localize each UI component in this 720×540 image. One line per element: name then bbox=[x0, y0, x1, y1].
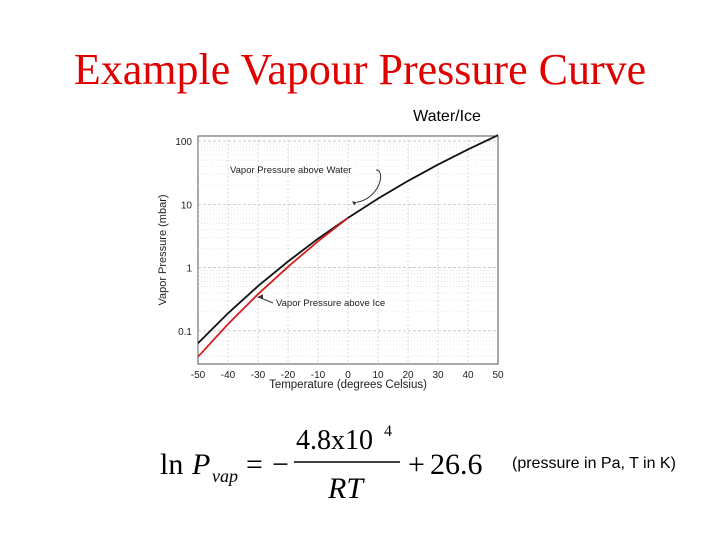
annotation-arrow bbox=[352, 201, 357, 206]
formula-subscript: vap bbox=[212, 466, 238, 486]
formula-numerator: 4.8x10 bbox=[296, 425, 373, 456]
x-tick-label: 10 bbox=[372, 370, 384, 381]
x-tick-label: 30 bbox=[432, 370, 444, 381]
y-tick-label: 10 bbox=[181, 200, 193, 211]
vapour-pressure-chart: -50 -40 -30 -20 -10 0 10 20 30 40 50 0.1 1 10 100 Vapo… bbox=[157, 134, 504, 391]
slide-title: Example Vapour Pressure Curve bbox=[73, 45, 647, 94]
formula-equals: = bbox=[246, 448, 263, 481]
x-tick-label: -20 bbox=[281, 370, 296, 381]
annotations: Vapor Pressure above Water Vapor Pressure… bbox=[230, 165, 385, 309]
formula-denominator: RT bbox=[327, 472, 365, 505]
formula-exponent: 4 bbox=[384, 423, 392, 440]
x-tick-label: 20 bbox=[402, 370, 414, 381]
x-tick-label: -40 bbox=[221, 370, 236, 381]
formula-plus: + bbox=[408, 448, 425, 481]
formula-p: P bbox=[191, 448, 210, 481]
chart-caption: Water/Ice bbox=[413, 108, 481, 125]
annotation-label: Vapor Pressure above Ice bbox=[276, 298, 385, 309]
x-tick-label: -50 bbox=[191, 370, 206, 381]
annotation-label: Vapor Pressure above Water bbox=[230, 165, 351, 176]
x-tick-label: 40 bbox=[462, 370, 474, 381]
formula-minus: − bbox=[272, 448, 289, 481]
annotation-leader bbox=[356, 169, 381, 203]
ticks: -50 -40 -30 -20 -10 0 10 20 30 40 50 0.1 1 10 100 bbox=[175, 137, 504, 381]
x-tick-label: -10 bbox=[311, 370, 326, 381]
x-tick-label: -30 bbox=[251, 370, 266, 381]
y-tick-label: 0.1 bbox=[178, 327, 192, 338]
ice-curve bbox=[197, 217, 349, 358]
x-tick-label: 0 bbox=[345, 370, 351, 381]
vapour-pressure-formula: ln P vap = − 4.8x10 4 RT + 26.6 bbox=[160, 423, 483, 505]
formula-ln: ln bbox=[160, 448, 183, 481]
formula-constant: 26.6 bbox=[430, 448, 483, 481]
y-tick-label: 1 bbox=[186, 264, 192, 275]
grid bbox=[198, 136, 498, 364]
series-layer bbox=[197, 134, 499, 358]
x-axis-label: Temperature (degrees Celsius) bbox=[269, 379, 427, 391]
y-axis-label: Vapor Pressure (mbar) bbox=[157, 194, 169, 305]
annotation-arrow bbox=[257, 294, 263, 300]
x-tick-label: 50 bbox=[492, 370, 504, 381]
water-curve bbox=[197, 134, 499, 344]
units-note: (pressure in Pa, T in K) bbox=[512, 455, 676, 472]
y-tick-label: 100 bbox=[175, 137, 192, 148]
